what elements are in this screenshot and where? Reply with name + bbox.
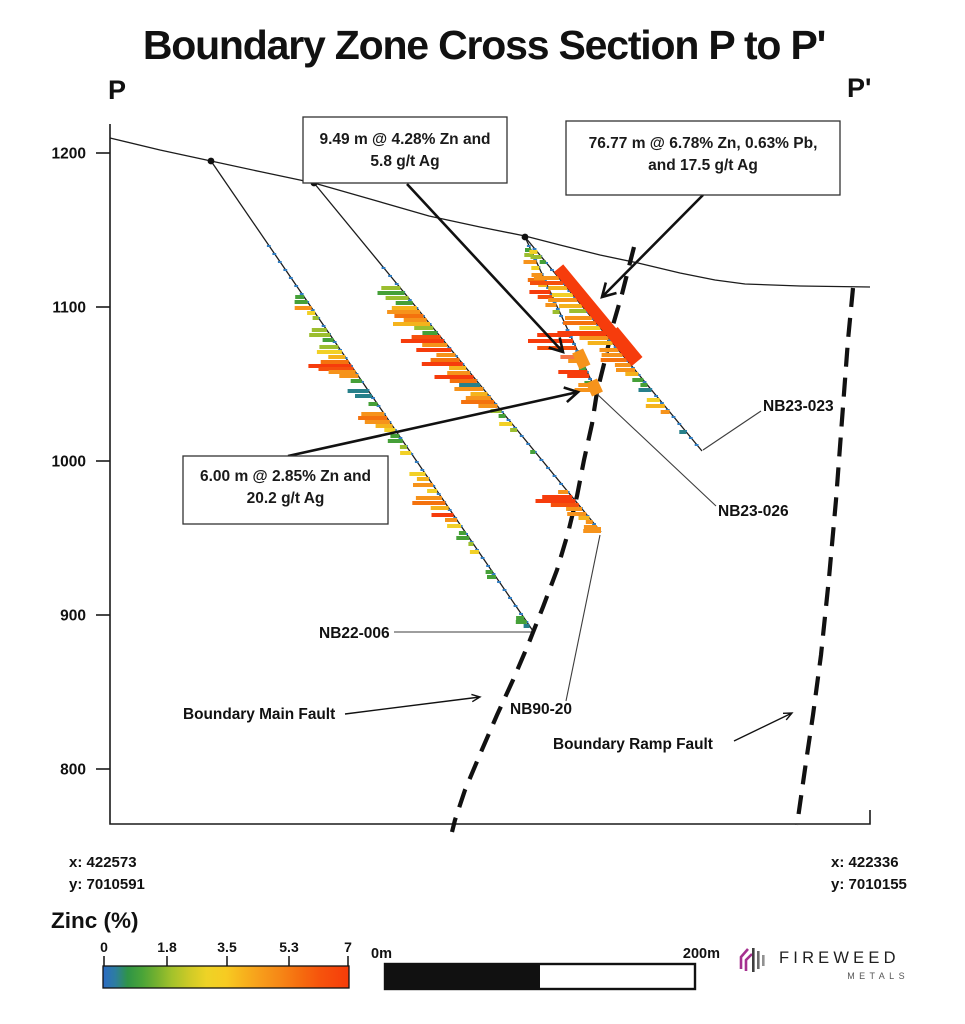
svg-text:1100: 1100: [52, 300, 86, 317]
svg-text:7: 7: [344, 939, 352, 955]
svg-text:P: P: [108, 75, 126, 105]
svg-text:NB22-006: NB22-006: [319, 625, 390, 642]
svg-text:Boundary Zone Cross Section P: Boundary Zone Cross Section P to P': [143, 22, 825, 68]
svg-text:and 17.5 g/t Ag: and 17.5 g/t Ag: [648, 157, 758, 174]
svg-text:900: 900: [60, 608, 86, 625]
svg-text:0m: 0m: [371, 946, 392, 962]
svg-text:200m: 200m: [683, 946, 720, 962]
svg-text:P': P': [847, 73, 871, 103]
svg-text:y: 7010591: y: 7010591: [69, 876, 145, 893]
svg-text:NB90-20: NB90-20: [510, 701, 572, 718]
svg-text:Boundary Main Fault: Boundary Main Fault: [183, 706, 335, 723]
svg-text:3.5: 3.5: [217, 939, 237, 955]
svg-text:1000: 1000: [52, 454, 86, 471]
svg-text:5.8 g/t Ag: 5.8 g/t Ag: [370, 153, 439, 170]
svg-text:Zinc (%): Zinc (%): [51, 908, 139, 933]
svg-text:76.77 m @ 6.78% Zn, 0.63% Pb,: 76.77 m @ 6.78% Zn, 0.63% Pb,: [589, 135, 818, 152]
svg-text:9.49 m @ 4.28% Zn and: 9.49 m @ 4.28% Zn and: [319, 131, 490, 148]
svg-text:FIREWEED: FIREWEED: [779, 949, 900, 967]
svg-text:METALS: METALS: [847, 971, 909, 981]
svg-text:0: 0: [100, 939, 108, 955]
svg-text:800: 800: [60, 762, 86, 779]
svg-text:20.2 g/t Ag: 20.2 g/t Ag: [247, 490, 325, 507]
svg-text:y: 7010155: y: 7010155: [831, 876, 907, 893]
svg-text:1.8: 1.8: [157, 939, 177, 955]
svg-text:x: 422336: x: 422336: [831, 854, 899, 871]
svg-text:5.3: 5.3: [279, 939, 299, 955]
svg-text:Boundary Ramp Fault: Boundary Ramp Fault: [553, 736, 713, 753]
svg-text:1200: 1200: [52, 146, 86, 163]
svg-text:NB23-023: NB23-023: [763, 398, 834, 415]
svg-text:6.00 m @ 2.85% Zn and: 6.00 m @ 2.85% Zn and: [200, 468, 371, 485]
svg-text:x: 422573: x: 422573: [69, 854, 137, 871]
svg-text:NB23-026: NB23-026: [718, 503, 789, 520]
